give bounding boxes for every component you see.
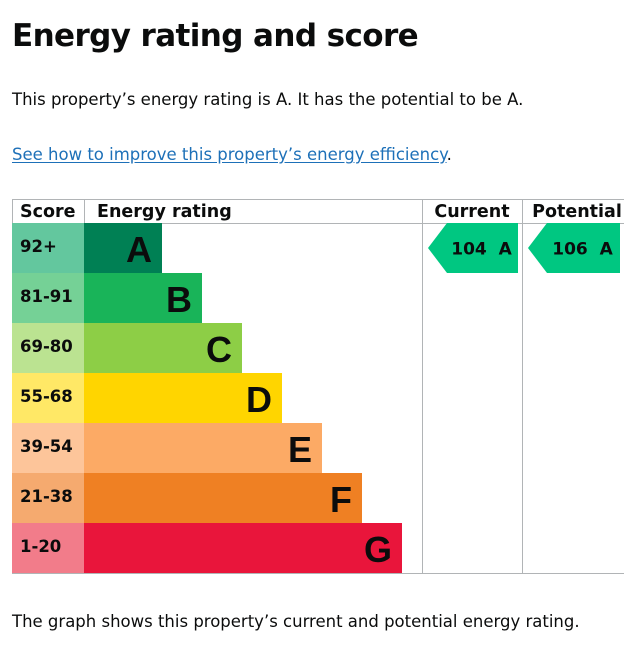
page-title: Energy rating and score: [12, 18, 419, 54]
rating-bar: [84, 523, 402, 573]
potential-rating-label: 106 A: [552, 240, 613, 260]
current-rating-arrow: [428, 223, 518, 273]
score-cell: [12, 323, 84, 373]
score-range-label: 21-38: [20, 487, 73, 506]
score-range-label: 81-91: [20, 287, 73, 306]
chart-grid: [12, 199, 624, 574]
score-cell: [12, 223, 84, 273]
score-cell: [12, 523, 84, 573]
rating-bar: [84, 223, 162, 273]
rating-bar: [84, 273, 202, 323]
column-header: Score: [20, 202, 76, 222]
improve-efficiency-link[interactable]: See how to improve this property’s energ…: [12, 145, 447, 164]
column-header: Energy rating: [97, 202, 232, 222]
link-suffix: .: [446, 145, 452, 164]
column-header: Current: [434, 202, 509, 222]
rating-bar: [84, 373, 282, 423]
score-cell: [12, 373, 84, 423]
improve-link-line: See how to improve this property’s energ…: [12, 145, 452, 164]
rating-letter: A: [126, 229, 152, 270]
rating-letter: E: [288, 429, 312, 470]
rating-letter: C: [206, 329, 232, 370]
rating-summary: This property’s energy rating is A. It h…: [12, 90, 524, 109]
rating-letter: D: [246, 379, 272, 420]
chart-headers: Score Energy rating Current Potential: [20, 202, 622, 222]
current-rating-label: 104 A: [451, 240, 512, 260]
chart-markers: 104 A 106 A: [428, 223, 620, 273]
score-cell: [12, 273, 84, 323]
chart-bands: 92+ A 81-91 B 69-80 C 55-68 D 39-54 E 21-38 F 1-20 G: [12, 223, 402, 573]
rating-letter: G: [364, 529, 392, 570]
score-cell: [12, 423, 84, 473]
score-range-label: 55-68: [20, 387, 73, 406]
rating-bar: [84, 423, 322, 473]
rating-bar: [84, 473, 362, 523]
score-range-label: 1-20: [20, 537, 61, 556]
rating-bar: [84, 323, 242, 373]
score-range-label: 92+: [20, 237, 57, 256]
potential-rating-arrow: [528, 223, 620, 273]
chart-caption: The graph shows this property’s current …: [12, 612, 580, 631]
energy-rating-chart: Score Energy rating Current Potential 92+ A 8…: [12, 199, 624, 574]
rating-letter: F: [330, 479, 352, 520]
rating-letter: B: [166, 279, 192, 320]
score-cell: [12, 473, 84, 523]
score-range-label: 69-80: [20, 337, 73, 356]
score-range-label: 39-54: [20, 437, 73, 456]
column-header: Potential: [532, 202, 622, 222]
